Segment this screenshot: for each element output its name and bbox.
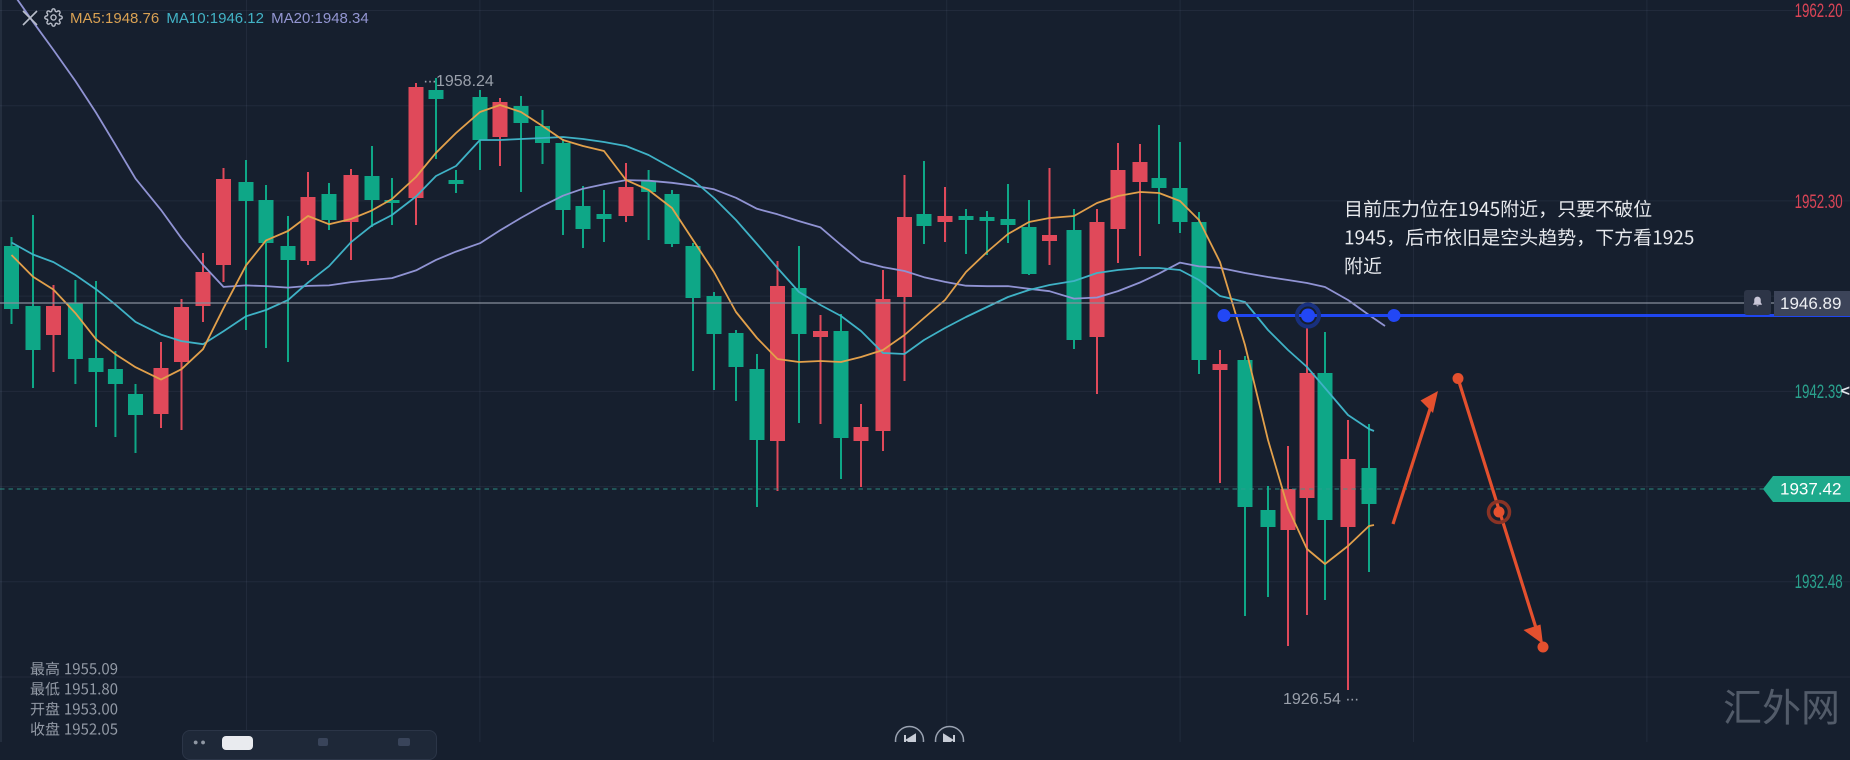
svg-text:1937.42: 1937.42 [1780, 480, 1841, 499]
